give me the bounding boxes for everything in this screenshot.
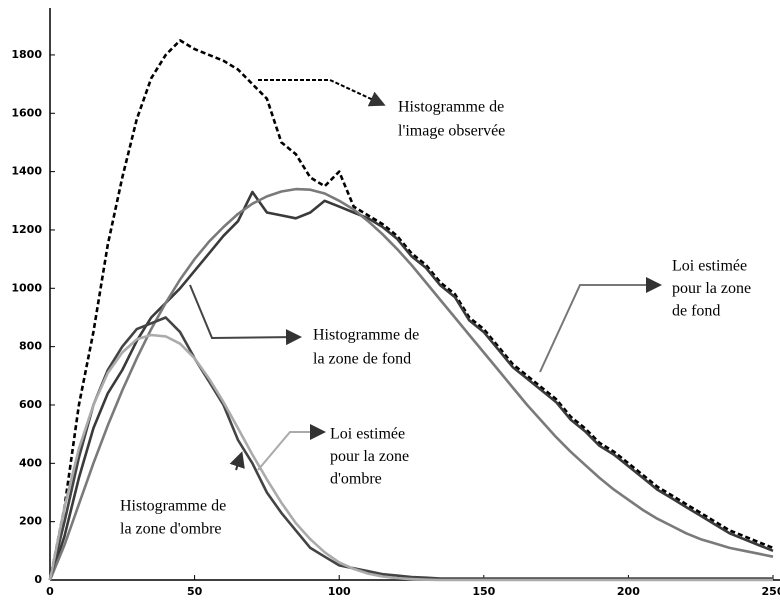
annotation: Histogramme de	[313, 327, 419, 344]
y-tick-label: 1400	[11, 165, 42, 178]
y-tick-label: 1000	[11, 281, 42, 294]
annotation: Loi estimée	[330, 426, 405, 443]
annotation: la zone de fond	[313, 351, 411, 368]
y-tick-label: 600	[19, 398, 42, 411]
y-tick-label: 1800	[11, 48, 42, 61]
annotation: Loi estimée	[672, 258, 747, 275]
x-tick-label: 250	[762, 585, 780, 598]
series-line	[48, 39, 774, 581]
annotation-arrows	[189, 79, 662, 471]
annotation: de fond	[672, 303, 720, 320]
annotation: l'image observée	[398, 123, 505, 140]
annotation: la zone d'ombre	[120, 521, 222, 538]
x-tick-label: 0	[46, 585, 54, 598]
x-tick-label: 100	[328, 585, 351, 598]
y-tick-label: 400	[19, 456, 42, 469]
annotation: pour la zone	[330, 448, 409, 465]
series-line	[48, 190, 774, 581]
y-tick-label: 1200	[11, 223, 42, 236]
annotation: Histogramme de	[398, 99, 504, 116]
x-tick-label: 150	[472, 585, 495, 598]
annotation: Histogramme de	[120, 498, 226, 515]
y-tick-label: 200	[19, 515, 42, 528]
x-tick-label: 200	[617, 585, 640, 598]
y-tick-label: 0	[34, 573, 42, 586]
annotation: pour la zone	[672, 280, 751, 297]
series-line	[48, 316, 773, 581]
series-line	[48, 187, 774, 581]
series-line	[48, 333, 773, 582]
annotation: d'ombre	[330, 471, 382, 488]
y-tick-label: 1600	[11, 106, 42, 119]
x-tick-label: 50	[187, 585, 203, 598]
y-tick-label: 800	[19, 340, 42, 353]
